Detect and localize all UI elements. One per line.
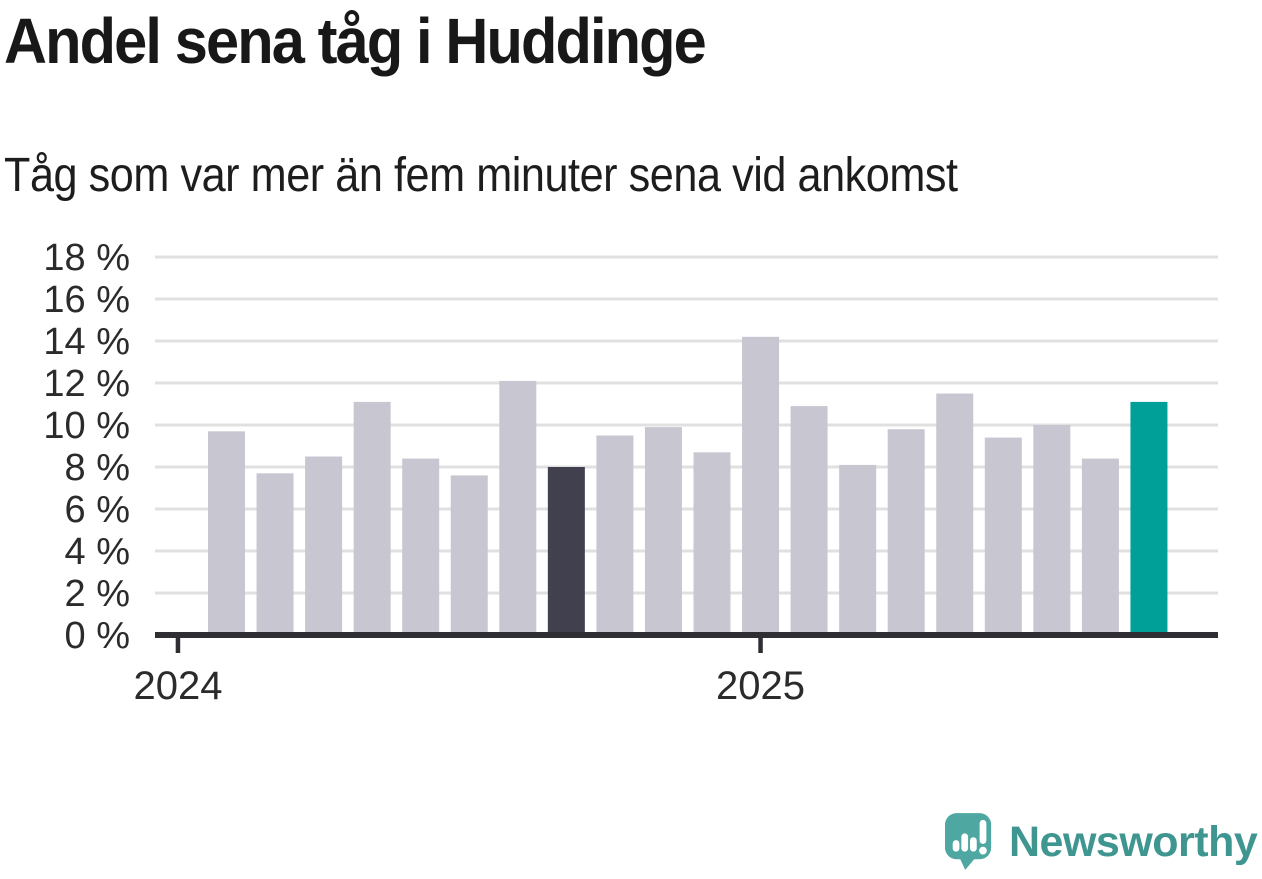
bar: [984, 437, 1022, 636]
bar: [208, 431, 245, 636]
bar: [839, 464, 877, 636]
bar: [1033, 425, 1071, 636]
y-axis-label: 0 %: [65, 615, 130, 657]
y-axis-label: 14 %: [43, 321, 130, 363]
bar: [1081, 458, 1119, 636]
newsworthy-bubble-chart-icon: [945, 813, 992, 870]
bar: [499, 380, 537, 636]
bar: [402, 458, 440, 636]
bar: [547, 467, 585, 636]
bar: [693, 452, 731, 636]
bar: [256, 473, 294, 636]
brand-wordmark: Newsworthy: [1009, 817, 1258, 866]
y-axis-label: 16 %: [43, 279, 130, 321]
bar: [305, 456, 343, 636]
bar: [790, 406, 828, 636]
bar: [644, 427, 682, 636]
bar: [742, 336, 780, 636]
x-axis-label: 2025: [716, 664, 805, 708]
newsworthy-logo[interactable]: Newsworthy: [945, 810, 1258, 874]
bar: [353, 401, 391, 636]
y-axis-label: 12 %: [43, 363, 130, 405]
y-axis-label: 4 %: [65, 531, 130, 573]
bar: [936, 393, 974, 636]
y-axis-label: 8 %: [65, 447, 130, 489]
bar: [887, 429, 925, 636]
bar: [1130, 401, 1168, 636]
chart-subtitle: Tåg som var mer än fem minuter sena vid …: [4, 149, 958, 202]
y-axis-label: 10 %: [43, 405, 130, 447]
y-axis-label: 18 %: [43, 237, 130, 279]
bar: [596, 435, 634, 636]
page-title: Andel sena tåg i Huddinge: [4, 5, 707, 77]
x-axis-label: 2024: [133, 664, 222, 708]
y-axis-label: 6 %: [65, 489, 130, 531]
y-axis-label: 2 %: [65, 573, 130, 615]
bar: [450, 475, 488, 636]
